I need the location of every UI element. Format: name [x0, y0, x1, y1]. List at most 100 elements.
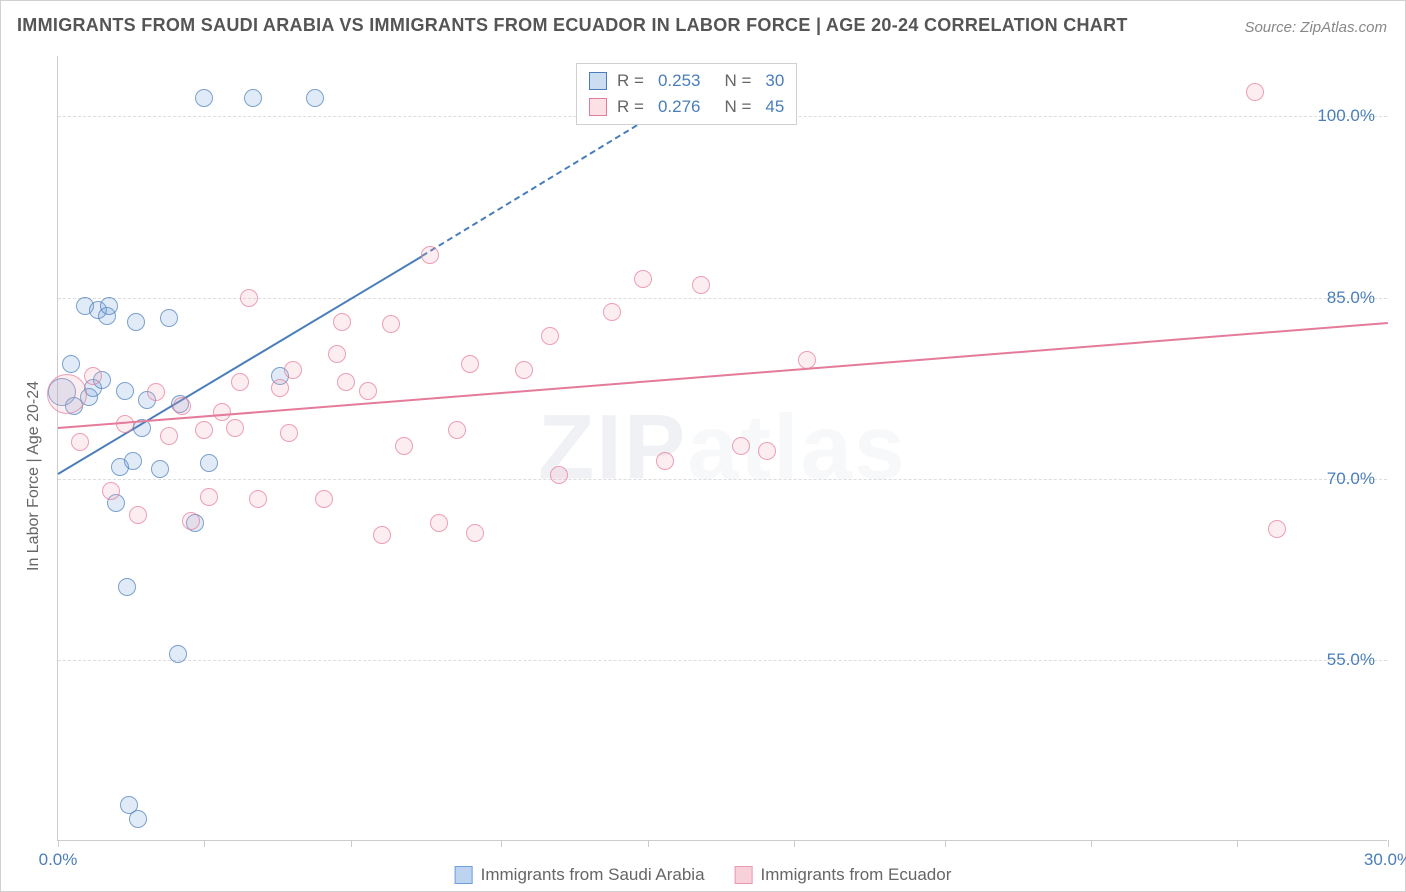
marker-ecuador	[182, 512, 200, 530]
marker-saudi	[306, 89, 324, 107]
trend-saudi	[57, 255, 422, 474]
marker-ecuador	[656, 452, 674, 470]
x-tick	[204, 840, 205, 847]
stats-r-label: R =	[617, 71, 644, 91]
plot-area: ZIPatlas 55.0%70.0%85.0%100.0%0.0%30.0%	[57, 56, 1387, 841]
swatch-icon	[735, 866, 753, 884]
marker-ecuador	[129, 506, 147, 524]
swatch-icon	[589, 72, 607, 90]
marker-saudi	[151, 460, 169, 478]
x-tick	[648, 840, 649, 847]
marker-saudi	[118, 578, 136, 596]
chart-container: IMMIGRANTS FROM SAUDI ARABIA VS IMMIGRAN…	[0, 0, 1406, 892]
marker-ecuador	[231, 373, 249, 391]
marker-ecuador	[337, 373, 355, 391]
x-tick	[58, 840, 59, 847]
gridline	[58, 479, 1387, 480]
stats-r-value: 0.253	[658, 71, 701, 91]
marker-saudi	[129, 810, 147, 828]
legend: Immigrants from Saudi Arabia Immigrants f…	[455, 865, 952, 885]
marker-ecuador	[732, 437, 750, 455]
marker-ecuador	[359, 382, 377, 400]
marker-ecuador	[448, 421, 466, 439]
x-tick	[501, 840, 502, 847]
chart-title: IMMIGRANTS FROM SAUDI ARABIA VS IMMIGRAN…	[17, 15, 1128, 36]
x-tick	[1237, 840, 1238, 847]
stats-row: R = 0.276 N = 45	[577, 94, 796, 120]
x-tick	[794, 840, 795, 847]
marker-saudi	[127, 313, 145, 331]
marker-ecuador	[421, 246, 439, 264]
marker-ecuador	[160, 427, 178, 445]
x-tick-label: 0.0%	[39, 850, 78, 870]
y-tick-label: 55.0%	[1327, 650, 1375, 670]
marker-ecuador	[271, 379, 289, 397]
marker-ecuador	[382, 315, 400, 333]
marker-ecuador	[430, 514, 448, 532]
stats-row: R = 0.253 N = 30	[577, 68, 796, 94]
marker-ecuador	[213, 403, 231, 421]
marker-ecuador	[280, 424, 298, 442]
marker-ecuador	[1268, 520, 1286, 538]
marker-ecuador	[226, 419, 244, 437]
marker-ecuador	[395, 437, 413, 455]
y-tick-label: 85.0%	[1327, 288, 1375, 308]
gridline	[58, 660, 1387, 661]
marker-ecuador	[634, 270, 652, 288]
marker-ecuador	[47, 374, 87, 414]
y-axis-label: In Labor Force | Age 20-24	[25, 381, 43, 571]
marker-saudi	[100, 297, 118, 315]
marker-ecuador	[173, 397, 191, 415]
trend-saudi-dash	[421, 104, 670, 257]
trend-ecuador	[58, 322, 1388, 429]
stats-n-label: N =	[724, 97, 751, 117]
marker-ecuador	[284, 361, 302, 379]
x-tick	[1388, 840, 1389, 847]
marker-ecuador	[84, 367, 102, 385]
stats-n-label: N =	[724, 71, 751, 91]
stats-r-value: 0.276	[658, 97, 701, 117]
swatch-icon	[455, 866, 473, 884]
marker-saudi	[62, 355, 80, 373]
marker-ecuador	[515, 361, 533, 379]
marker-saudi	[160, 309, 178, 327]
marker-saudi	[244, 89, 262, 107]
stats-r-label: R =	[617, 97, 644, 117]
marker-saudi	[124, 452, 142, 470]
marker-ecuador	[550, 466, 568, 484]
marker-ecuador	[102, 482, 120, 500]
source-attribution: Source: ZipAtlas.com	[1244, 19, 1387, 36]
marker-ecuador	[541, 327, 559, 345]
marker-ecuador	[333, 313, 351, 331]
marker-ecuador	[249, 490, 267, 508]
marker-saudi	[200, 454, 218, 472]
marker-ecuador	[147, 383, 165, 401]
marker-ecuador	[461, 355, 479, 373]
legend-item: Immigrants from Saudi Arabia	[455, 865, 705, 885]
marker-ecuador	[1246, 83, 1264, 101]
swatch-icon	[589, 98, 607, 116]
y-tick-label: 100.0%	[1317, 106, 1375, 126]
x-tick	[351, 840, 352, 847]
marker-ecuador	[373, 526, 391, 544]
marker-ecuador	[758, 442, 776, 460]
marker-saudi	[195, 89, 213, 107]
marker-ecuador	[71, 433, 89, 451]
marker-saudi	[169, 645, 187, 663]
marker-ecuador	[692, 276, 710, 294]
stats-n-value: 30	[765, 71, 784, 91]
marker-ecuador	[240, 289, 258, 307]
marker-ecuador	[603, 303, 621, 321]
x-tick-label: 30.0%	[1364, 850, 1406, 870]
y-tick-label: 70.0%	[1327, 469, 1375, 489]
marker-saudi	[116, 382, 134, 400]
correlation-stats-box: R = 0.253 N = 30 R = 0.276 N = 45	[576, 63, 797, 125]
legend-label: Immigrants from Ecuador	[761, 865, 952, 885]
marker-ecuador	[200, 488, 218, 506]
legend-label: Immigrants from Saudi Arabia	[481, 865, 705, 885]
marker-ecuador	[195, 421, 213, 439]
stats-n-value: 45	[765, 97, 784, 117]
marker-ecuador	[116, 415, 134, 433]
x-tick	[1091, 840, 1092, 847]
legend-item: Immigrants from Ecuador	[735, 865, 952, 885]
